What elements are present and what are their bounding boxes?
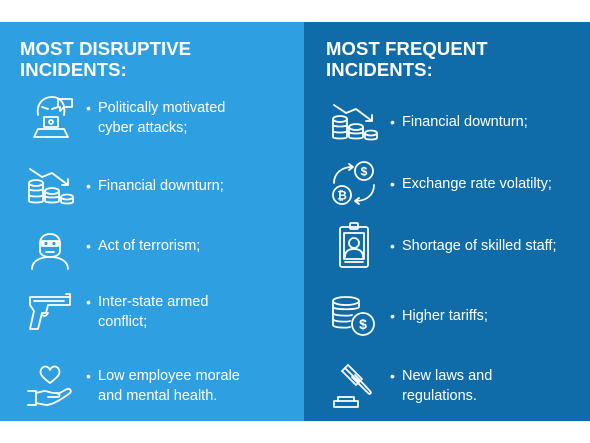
heading-line: INCIDENTS:: [20, 59, 127, 80]
item-text: • Low employee morale and mental health.: [86, 366, 240, 406]
item-text: • Financial downturn;: [86, 176, 224, 196]
item-label: Exchange rate volatilty;: [402, 176, 552, 192]
coin-stack-dollar-icon: $: [326, 290, 382, 342]
item-text: • Higher tariffs;: [390, 306, 488, 326]
heart-hand-icon: [22, 360, 78, 412]
bullet: •: [86, 294, 91, 310]
heading-line: INCIDENTS:: [326, 59, 433, 80]
bullet: •: [86, 368, 91, 384]
gun-icon: [22, 286, 78, 338]
list-item: • Inter-state armed conflict;: [22, 286, 300, 338]
item-label: and mental health.: [98, 388, 218, 404]
gavel-icon: [326, 360, 382, 412]
list-item: • Financial downturn;: [22, 160, 300, 212]
most-disruptive-panel: MOST DISRUPTIVE INCIDENTS: • Politically…: [0, 22, 304, 421]
coins-down-icon: [326, 96, 382, 148]
list-item: • Politically motivated cyber attacks;: [22, 92, 300, 144]
list-item: • Financial downturn;: [326, 96, 588, 148]
list-item: • New laws and regulations.: [326, 360, 588, 412]
item-label: cyber attacks;: [98, 120, 188, 136]
bullet: •: [390, 114, 395, 130]
item-text: • Inter-state armed conflict;: [86, 292, 208, 332]
bullet: •: [390, 238, 395, 254]
list-item: • Shortage of skilled staff;: [326, 220, 588, 272]
item-text: • Shortage of skilled staff;: [390, 236, 557, 256]
id-badge-icon: [326, 220, 382, 272]
most-disruptive-heading: MOST DISRUPTIVE INCIDENTS:: [20, 38, 290, 80]
bullet: •: [390, 176, 395, 192]
bullet: •: [86, 238, 91, 254]
item-text: • Act of terrorism;: [86, 236, 200, 256]
item-label: Inter-state armed: [98, 294, 209, 310]
item-label: Financial downturn;: [98, 178, 224, 194]
item-label: Financial downturn;: [402, 114, 528, 130]
item-text: • Exchange rate volatilty;: [390, 174, 552, 194]
item-label: Politically motivated: [98, 100, 226, 116]
item-label: New laws and: [402, 368, 493, 384]
list-item: • Act of terrorism;: [22, 220, 300, 272]
item-label: Act of terrorism;: [98, 238, 201, 254]
heading-line: MOST DISRUPTIVE: [20, 38, 192, 59]
currency-exchange-icon: $ ₿: [326, 158, 382, 210]
item-label: Shortage of skilled staff;: [402, 238, 557, 254]
bullet: •: [390, 308, 395, 324]
item-label: conflict;: [98, 314, 148, 330]
list-item: $ • Higher tariffs;: [326, 290, 588, 342]
bullet: •: [86, 100, 91, 116]
svg-text:₿: ₿: [337, 189, 347, 203]
bullet: •: [86, 178, 91, 194]
list-item: $ ₿ • Exchange rate volatilty;: [326, 158, 588, 210]
item-text: • New laws and regulations.: [390, 366, 492, 406]
most-frequent-heading: MOST FREQUENT INCIDENTS:: [326, 38, 586, 80]
item-label: Higher tariffs;: [402, 308, 488, 324]
bullet: •: [390, 368, 395, 384]
svg-text:$: $: [361, 165, 368, 179]
list-item: • Low employee morale and mental health.: [22, 360, 300, 412]
item-text: • Politically motivated cyber attacks;: [86, 98, 225, 138]
masked-person-icon: [22, 220, 78, 272]
item-label: regulations.: [402, 388, 477, 404]
hacker-icon: [22, 92, 78, 144]
heading-line: MOST FREQUENT: [326, 38, 488, 59]
most-frequent-panel: MOST FREQUENT INCIDENTS: •: [304, 22, 590, 421]
item-text: • Financial downturn;: [390, 112, 528, 132]
svg-text:$: $: [359, 316, 367, 332]
coins-down-icon: [22, 160, 78, 212]
item-label: Low employee morale: [98, 368, 240, 384]
